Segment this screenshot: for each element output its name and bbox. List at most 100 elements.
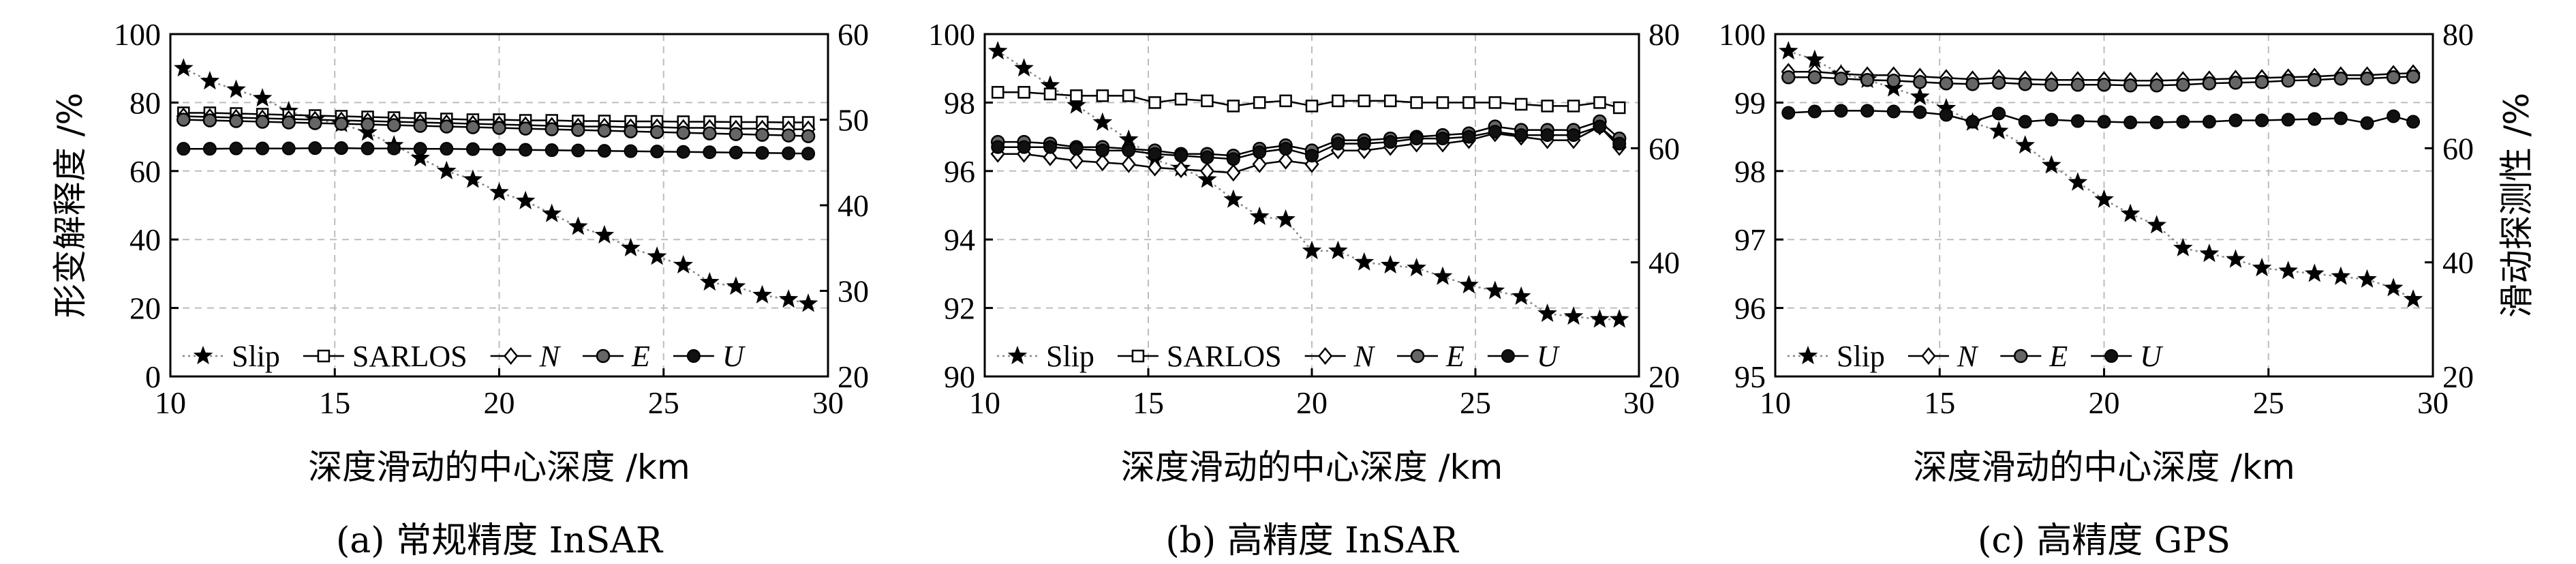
y-tick-label: 96 [1734, 291, 1766, 326]
data-point [2015, 135, 2035, 154]
data-point [1593, 96, 1606, 109]
y2-tick-label: 40 [838, 188, 869, 223]
data-point [1092, 112, 1113, 131]
data-point [1913, 105, 1927, 119]
data-point [1148, 147, 1162, 161]
data-point [1514, 128, 1529, 143]
data-point [755, 146, 769, 160]
data-point [1014, 58, 1034, 77]
data-point [1118, 129, 1139, 148]
legend-item: Slip [1788, 340, 1885, 373]
legend-item: U [2091, 340, 2164, 373]
data-point [2097, 78, 2111, 92]
series-line [183, 68, 809, 305]
data-point [1939, 76, 1954, 91]
data-point [1380, 254, 1400, 273]
legend: Slip SARLOS N E U [183, 340, 746, 373]
data-point [1305, 149, 1319, 163]
y2-tick-label: 50 [838, 103, 869, 138]
series-u [177, 141, 816, 161]
data-point [2360, 116, 2374, 130]
x-axis-label: 深度滑动的中心深度 /km [1121, 447, 1503, 487]
data-point [2331, 266, 2351, 285]
y2-axis-label: 滑动探测性 /% [2497, 93, 2536, 318]
legend-item: SARLOS [303, 340, 467, 373]
data-point [1432, 266, 1453, 285]
data-point [465, 120, 480, 134]
data-point [1567, 128, 1580, 143]
data-point [1302, 240, 1322, 260]
data-point [1939, 108, 1953, 122]
x-tick-label: 20 [2089, 385, 2120, 420]
legend-label: SARLOS [1167, 340, 1282, 373]
data-point [202, 142, 217, 156]
data-point [308, 116, 322, 130]
data-point [1567, 100, 1580, 113]
data-point [1409, 132, 1424, 146]
data-point [1991, 76, 2006, 90]
data-point [624, 144, 638, 158]
data-point [1612, 101, 1626, 115]
data-point [2406, 69, 2421, 84]
data-point [1459, 275, 1479, 294]
panel-caption: (b) 高精度 InSAR [1165, 520, 1459, 561]
data-point [1383, 94, 1397, 108]
data-point [2278, 261, 2298, 280]
data-point [801, 147, 816, 161]
data-point [1174, 93, 1188, 106]
data-point [1511, 286, 1531, 305]
data-point [1913, 75, 1927, 89]
data-point [2406, 115, 2421, 129]
legend-label: Slip [232, 340, 280, 373]
data-point [519, 143, 533, 157]
chart-panel-c: 10 15 20 25 30 95 96 97 98 99 100 20 40 60 80 深度滑动的中心深度… [1719, 17, 2536, 561]
data-point [1781, 70, 1796, 85]
data-point [1541, 100, 1554, 113]
data-point [2281, 113, 2295, 127]
data-point [1199, 162, 1215, 180]
data-point [2202, 115, 2216, 129]
data-point [463, 169, 483, 188]
legend-label: U [2140, 340, 2164, 373]
data-point [1252, 155, 1267, 173]
y-tick-label: 60 [129, 154, 161, 189]
data-point [1253, 96, 1266, 109]
data-point [200, 71, 220, 90]
data-point [1410, 96, 1423, 109]
data-point [515, 190, 536, 209]
data-point [650, 145, 664, 159]
data-point [361, 117, 375, 132]
data-point [334, 141, 348, 155]
x-tick-label: 25 [1460, 385, 1491, 420]
y-tick-label: 20 [129, 291, 161, 326]
data-point [308, 141, 322, 155]
legend-marker [1798, 346, 1818, 365]
legend-label: N [539, 340, 562, 373]
legend-item: E [1397, 340, 1465, 373]
data-point [571, 123, 585, 137]
data-point [2097, 115, 2111, 129]
y2-tick-label: 40 [1649, 246, 1680, 280]
data-point [2123, 115, 2138, 130]
y2-tick-label: 20 [1649, 359, 1680, 394]
y-tick-label: 100 [1719, 17, 1766, 52]
data-point [801, 129, 816, 143]
data-point [226, 79, 246, 98]
data-point [1096, 89, 1109, 102]
data-point [703, 145, 717, 160]
data-point [2386, 70, 2401, 85]
data-point [1017, 140, 1031, 154]
data-point [752, 284, 772, 303]
data-point [174, 58, 194, 77]
data-point [202, 113, 217, 128]
data-point [440, 119, 454, 134]
legend-marker [686, 349, 701, 363]
x-tick-label: 25 [648, 385, 679, 420]
y-tick-label: 98 [944, 85, 975, 120]
data-point [334, 117, 349, 131]
y-tick-label: 100 [114, 17, 161, 52]
data-point [1069, 151, 1084, 170]
series-line [997, 50, 1620, 321]
data-point [2070, 78, 2085, 92]
y-tick-label: 92 [944, 291, 975, 326]
